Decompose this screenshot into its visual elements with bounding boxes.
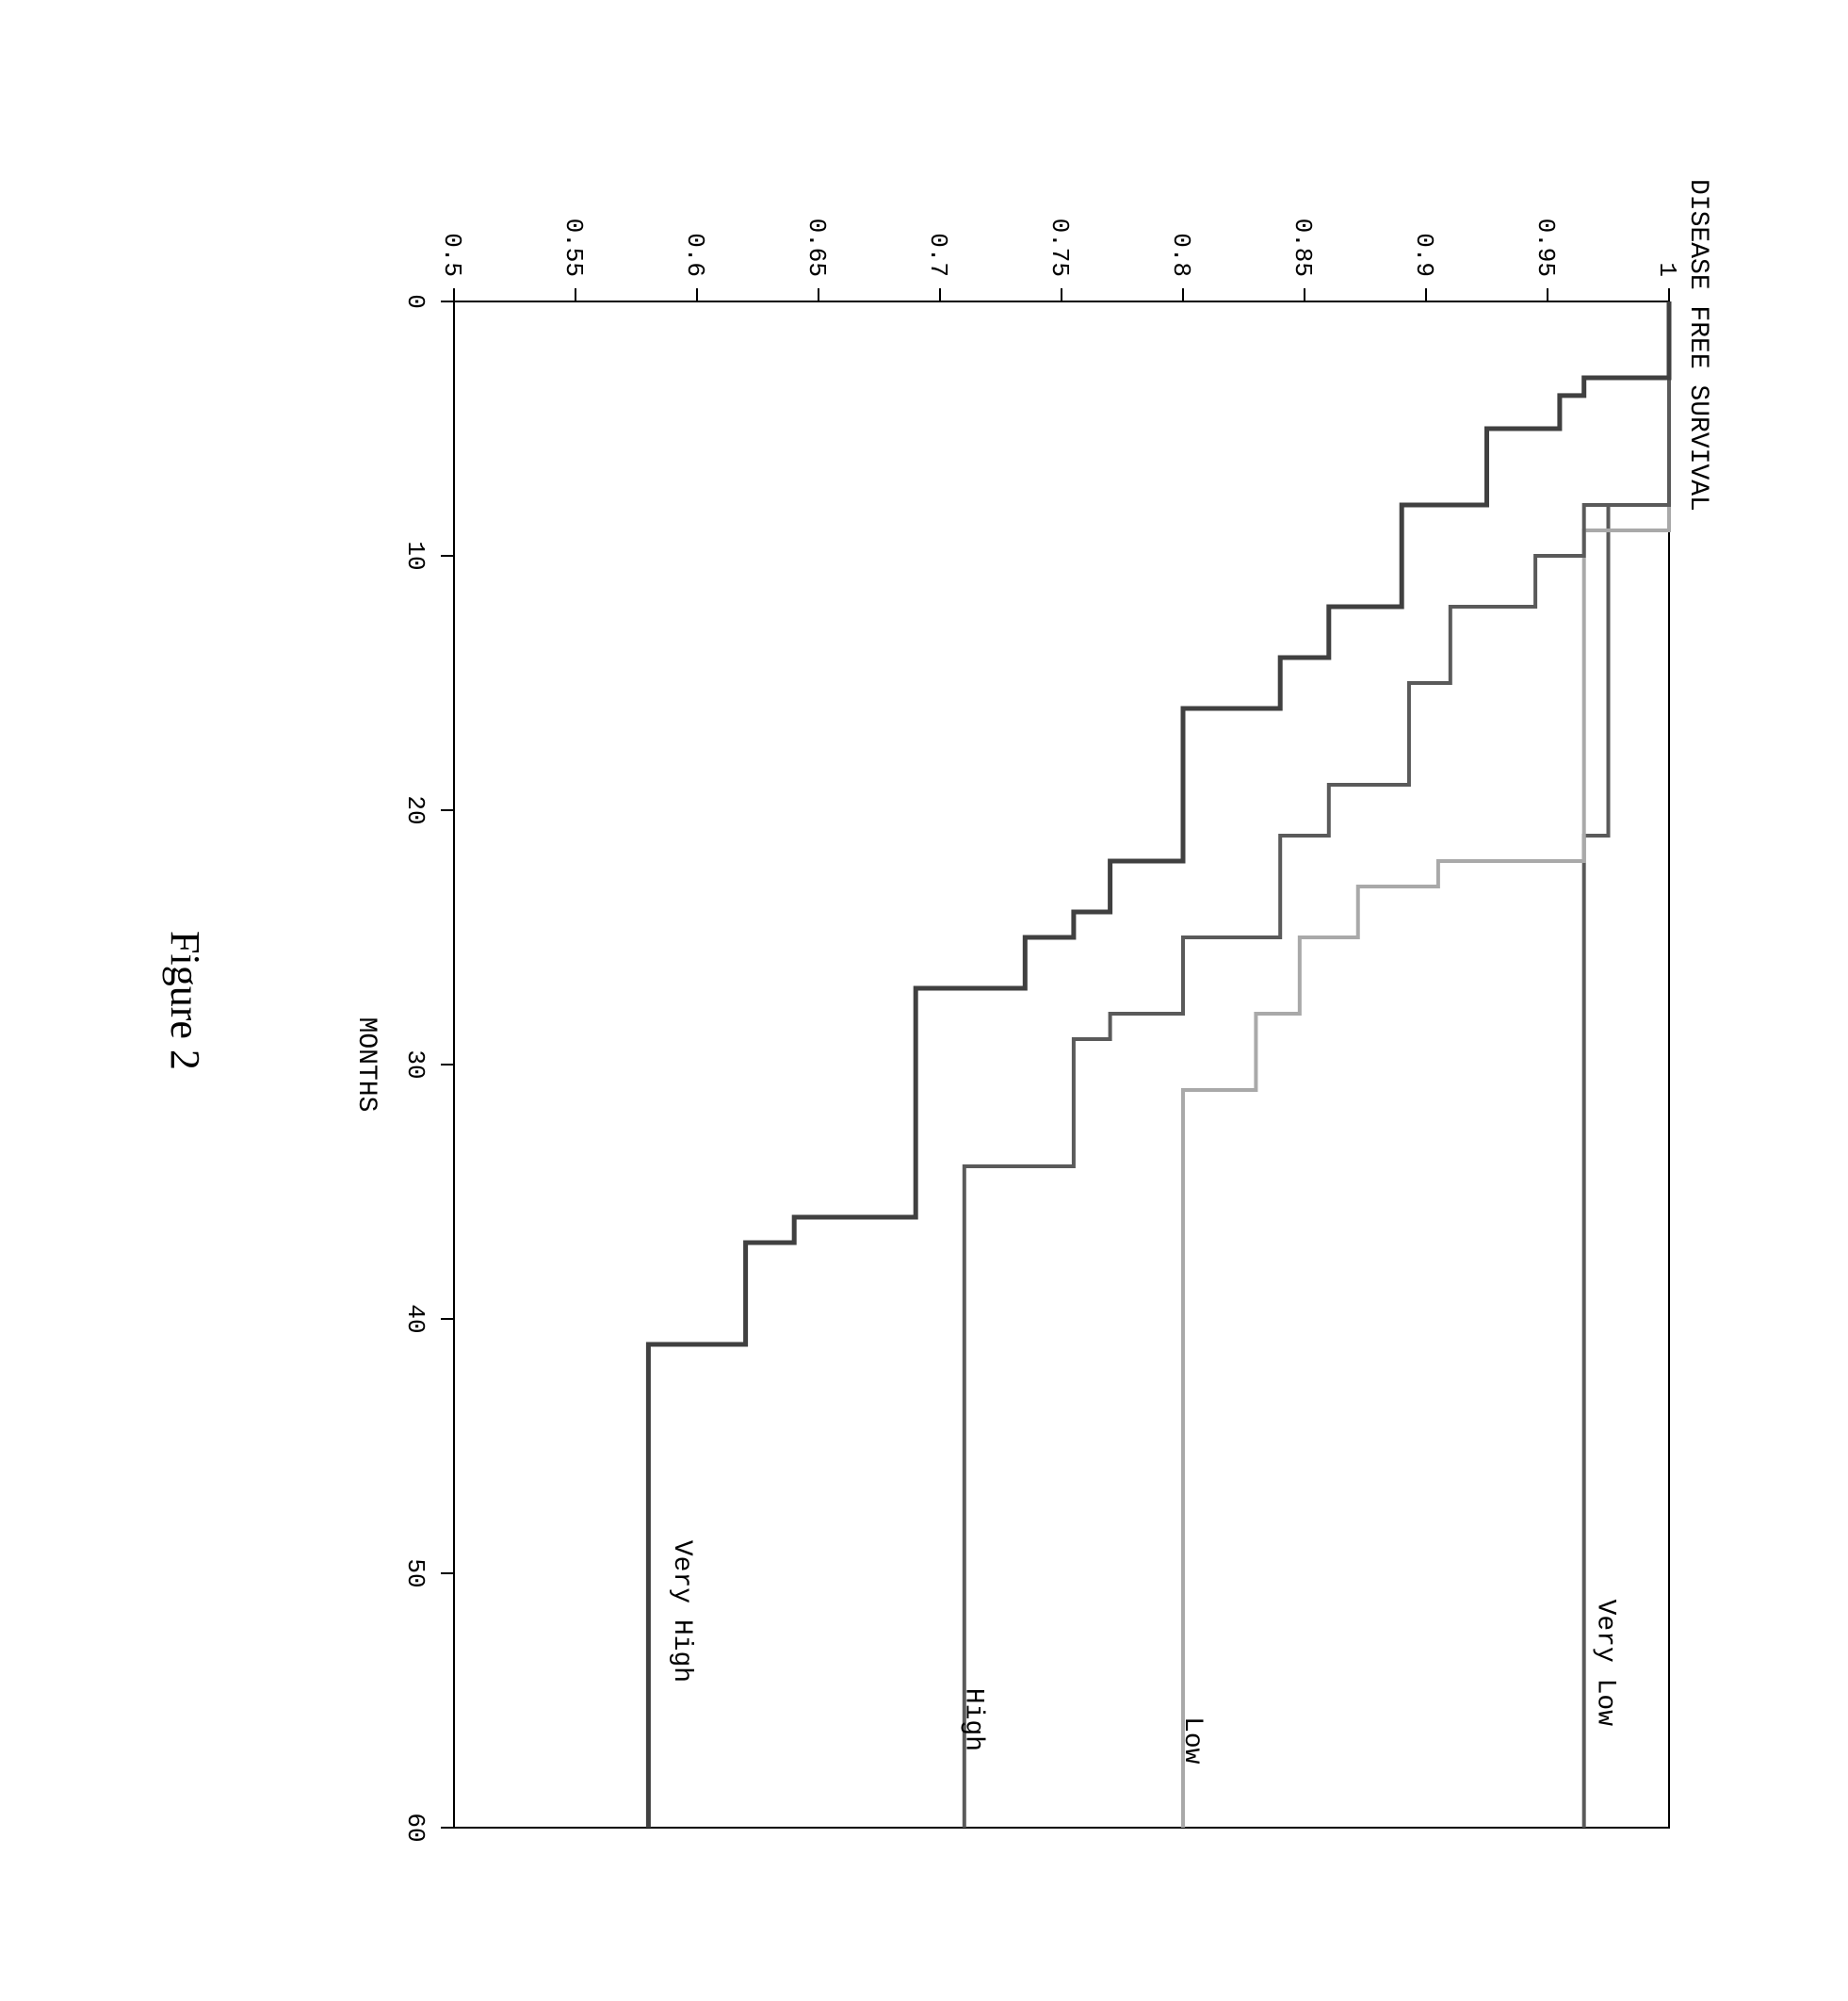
series-label-high: High [959, 1688, 988, 1751]
x-tick-label: 50 [401, 1558, 430, 1587]
y-tick-label: 0.6 [681, 233, 709, 277]
y-tick-label: 0.65 [802, 219, 831, 277]
chart-background [0, 0, 1848, 2001]
y-tick-label: 1 [1653, 262, 1681, 277]
x-tick-label: 40 [401, 1304, 430, 1333]
series-label-low: Low [1177, 1716, 1207, 1765]
figure-caption: Figure 2 [162, 931, 208, 1070]
y-tick-label: 0.85 [1289, 219, 1317, 277]
series-label-very-low: Very Low [1591, 1600, 1620, 1727]
y-tick-label: 0.7 [924, 233, 952, 277]
x-tick-label: 30 [401, 1049, 430, 1079]
x-tick-label: 60 [401, 1813, 430, 1842]
x-axis-label: MONTHS [351, 1017, 381, 1113]
y-tick-label: 0.5 [438, 233, 466, 277]
x-tick-label: 0 [401, 294, 430, 309]
x-tick-label: 20 [401, 795, 430, 824]
y-tick-label: 0.55 [559, 219, 588, 277]
y-tick-label: 0.8 [1167, 233, 1195, 277]
series-label-very-high: Very High [667, 1540, 696, 1683]
survival-chart: 0 10 20 30 40 50 60 0.5 0.55 0.6 0.65 0.7 0.75 0.8 0.8… [0, 0, 1848, 2001]
y-tick-label: 0.75 [1046, 219, 1074, 277]
y-tick-label: 0.9 [1410, 233, 1438, 277]
y-tick-label: 0.95 [1532, 219, 1560, 277]
chart-title: DISEASE FREE SURVIVAL [1683, 179, 1712, 512]
x-tick-label: 10 [401, 541, 430, 570]
